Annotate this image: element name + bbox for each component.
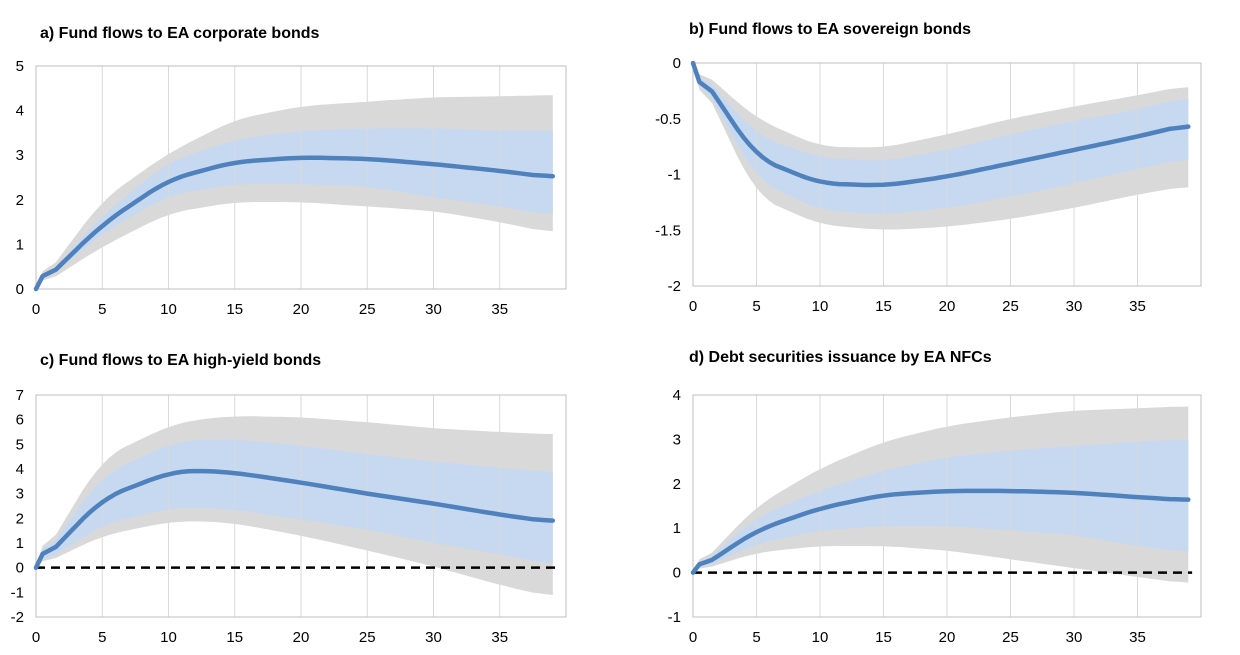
y-tick-label: 0: [673, 55, 681, 72]
x-tick-label-5: 5: [98, 301, 106, 318]
panel-c-title: c) Fund flows to EA high-yield bonds: [40, 352, 322, 369]
x-tick-label-25: 25: [359, 629, 376, 646]
x-tick-label-30: 30: [425, 301, 442, 318]
panel-a-title: a) Fund flows to EA corporate bonds: [40, 25, 320, 42]
x-tick-label-25: 25: [1002, 298, 1019, 315]
y-tick-label: -2: [11, 609, 24, 626]
y-tick-label: 4: [16, 461, 24, 478]
y-tick-label: -1: [668, 167, 681, 184]
panel-c-chart: 0 5 10 15 20 25 30 35 -2 -1 0 1 2 3 4 5 6 7: [11, 387, 567, 646]
x-tick-label-35: 35: [491, 301, 508, 318]
x-tick-label-15: 15: [875, 298, 892, 315]
y-tick-label: 0: [16, 281, 24, 298]
x-tick-label-20: 20: [293, 301, 310, 318]
panel-d-title: d) Debt securities issuance by EA NFCs: [689, 349, 992, 366]
y-tick-label: 0: [16, 560, 24, 577]
panel-b-chart: 0 5 10 15 20 25 30 35 0 -0.5 -1 -1.5 -2: [655, 55, 1202, 315]
y-tick-label: -1: [11, 584, 24, 601]
plot-frame: [692, 394, 1202, 618]
y-tick-label: 3: [16, 147, 24, 164]
y-tick-label: 3: [673, 431, 681, 448]
x-tick-label-15: 15: [226, 301, 243, 318]
y-tick-label: 5: [16, 436, 24, 453]
inner-confidence-band: [36, 439, 553, 568]
x-tick-label-25: 25: [359, 301, 376, 318]
y-tick-label: -2: [668, 278, 681, 295]
y-tick-label: -1: [668, 609, 681, 626]
y-tick-label: 1: [16, 236, 24, 253]
y-tick-label: -1.5: [655, 222, 681, 239]
x-tick-label-0: 0: [689, 298, 697, 315]
y-tick-label: 2: [673, 476, 681, 493]
x-tick-label-20: 20: [939, 629, 956, 646]
median-response-line: [33, 155, 556, 292]
x-tick-label-15: 15: [226, 629, 243, 646]
panel-a-chart: 0 5 10 15 20 25 30 35 0 1 2 3 4 5: [16, 58, 567, 318]
y-tick-label: 1: [673, 520, 681, 537]
y-tick-label: -0.5: [655, 111, 681, 128]
y-tick-label: 1: [16, 535, 24, 552]
x-tick-label-5: 5: [752, 298, 760, 315]
plot-frame: [35, 394, 567, 618]
y-tick-label: 0: [673, 565, 681, 582]
x-tick-label-35: 35: [1129, 298, 1146, 315]
x-tick-label-20: 20: [293, 629, 310, 646]
y-tick-label: 6: [16, 412, 24, 429]
median-response-line: [33, 468, 556, 570]
x-tick-label-25: 25: [1002, 629, 1019, 646]
x-tick-label-5: 5: [752, 629, 760, 646]
inner-confidence-band: [693, 63, 1189, 214]
inner-confidence-band: [36, 128, 553, 289]
x-tick-label-35: 35: [491, 629, 508, 646]
y-tick-label: 3: [16, 486, 24, 503]
x-tick-label-15: 15: [875, 629, 892, 646]
median-response-line: [690, 60, 1191, 188]
x-tick-label-10: 10: [812, 629, 829, 646]
y-tick-label: 2: [16, 192, 24, 209]
x-tick-label-20: 20: [939, 298, 956, 315]
x-tick-label-30: 30: [1066, 298, 1083, 315]
plot-frame: [692, 62, 1202, 287]
plot-frame: [35, 65, 567, 290]
x-tick-label-0: 0: [32, 629, 40, 646]
inner-confidence-band: [693, 439, 1189, 573]
panel-b-title: b) Fund flows to EA sovereign bonds: [689, 21, 972, 38]
x-tick-label-10: 10: [812, 298, 829, 315]
x-tick-label-30: 30: [425, 629, 442, 646]
y-tick-label: 7: [16, 387, 24, 404]
x-tick-label-0: 0: [689, 629, 697, 646]
y-tick-label: 4: [16, 103, 24, 120]
panel-d-chart: 0 5 10 15 20 25 30 35 -1 0 1 2 3 4: [668, 387, 1202, 646]
x-tick-label-35: 35: [1129, 629, 1146, 646]
x-tick-label-5: 5: [98, 629, 106, 646]
x-tick-label-30: 30: [1066, 629, 1083, 646]
y-tick-label: 2: [16, 510, 24, 527]
y-tick-label: 4: [673, 387, 681, 404]
x-tick-label-10: 10: [160, 629, 177, 646]
x-tick-label-10: 10: [160, 301, 177, 318]
y-tick-label: 5: [16, 58, 24, 75]
x-tick-label-0: 0: [32, 301, 40, 318]
median-response-line: [690, 488, 1191, 575]
